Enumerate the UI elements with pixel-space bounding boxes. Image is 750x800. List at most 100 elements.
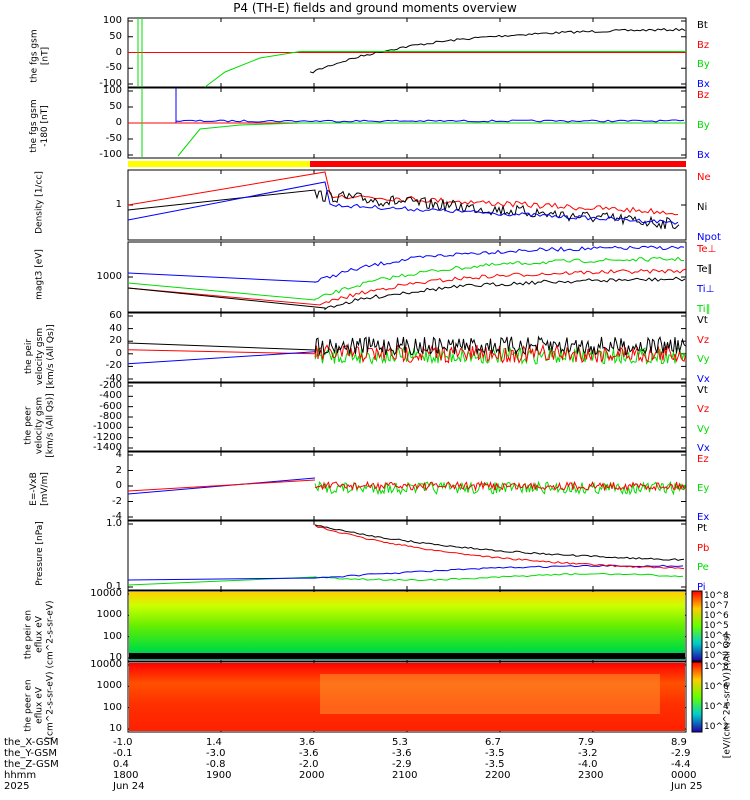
series-ti-perp [127,245,685,283]
legend-Te⊥: Te⊥ [697,244,717,255]
bottom-value: -3.6 [392,748,412,759]
row-label: the_Z-GSM [4,759,59,770]
bottom-value: 8.9 [671,737,687,748]
row-label: 2025 [4,781,30,792]
y-tick-label: 0 [115,117,122,128]
series-ez-noise [314,480,686,492]
y-tick-label: 1000 [96,680,122,692]
y-tick-label: -1200 [92,431,122,443]
bottom-value: 2300 [578,770,604,781]
bottom-value: 2100 [392,770,418,781]
y-tick-label: -50 [105,133,122,144]
y-tick-label: 1.0 [106,518,122,529]
colorbar-tick: 10^2 [704,651,729,661]
series-te-par [127,276,686,311]
legend-Pe: Pe [697,562,709,574]
series-vz-noise [314,343,686,365]
bottom-value: 7.9 [578,737,594,748]
series-vx [127,351,316,365]
y-tick-label: 50 [109,101,122,112]
bottom-value: -3.2 [578,748,598,759]
bottom-value: 2200 [485,770,511,781]
legend-Vy: Vy [697,354,710,366]
y-tick-label: -100 [99,149,122,160]
legend-Ez: Ez [697,454,709,465]
y-tick-label: -40 [105,373,122,384]
colorbar-tick: 10^4 [704,631,729,641]
legend-Ti∥: Ti∥ [697,304,711,315]
bottom-value: 1.4 [206,737,222,748]
series-pi [127,564,684,581]
spectrogram-peir-band [129,653,685,659]
y-tick-label: 0 [115,480,122,491]
y-axis-label: the peir en eflux eV (cm^2-s-sr-eV) [23,600,56,669]
y-tick-label: -4 [112,511,122,522]
legend-Ti⊥: Ti⊥ [697,284,715,295]
row-label: the_Y-GSM [4,748,58,759]
series-vt [127,342,316,351]
bottom-value: 2000 [299,770,325,781]
bottom-value: 0.4 [113,759,129,770]
y-tick-label: 1000 [96,271,122,282]
series-vz [127,349,316,355]
y-tick-label: -20 [105,360,122,372]
y-tick-label: 100 [102,630,122,642]
y-tick-label: 1 [115,199,122,210]
bottom-value: -3.5 [485,748,505,759]
panel-frame-pressure [127,520,687,591]
legend-Te∥: Te∥ [697,264,713,275]
colorbar-tick: 10^6 [704,682,729,692]
row-label: hhmm [4,770,37,781]
bottom-value: -0.1 [113,748,133,759]
series-ez [127,479,316,492]
legend-Pb: Pb [697,542,710,554]
y-axis-label: the peir velocity gsm [km/s (All Qs)] [23,323,56,389]
bottom-value: Jun 24 [113,781,145,792]
y-tick-label: 1000 [96,609,122,621]
bottom-value: 3.6 [299,737,315,748]
series-by [204,51,686,88]
y-tick-label: 50 [109,30,122,42]
y-tick-label: -1400 [92,442,122,453]
series-vt-noise [314,335,686,356]
panel-frame-density [127,169,687,241]
y-tick-label: -400 [99,390,122,402]
colorbar-tick: 10^4 [704,702,729,712]
y-tick-label: -600 [99,400,122,412]
y-tick-label: 10000 [90,588,122,599]
y-axis-label: the fgs gsm -180 [nT] [29,99,50,153]
y-tick-label: 0.1 [106,581,122,592]
legend-Bz: Bz [697,39,710,51]
series-bt [309,27,686,74]
legend-Vt: Vt [697,315,708,326]
chart-title: P4 (TH-E) fields and ground moments over… [233,1,517,15]
y-tick-label: 2 [115,464,122,476]
legend-Vx: Vx [697,374,710,385]
spectrogram-peir [129,592,685,660]
series-pt [314,524,685,561]
bottom-value: 1900 [206,770,232,781]
series-pb [314,524,685,570]
colorbar-tick: 10^8 [704,591,729,601]
bottom-value: -3.5 [485,759,505,770]
y-tick-label: 100 [102,85,122,96]
y-axis-label: magt3 [eV] [34,249,45,300]
series-ne [127,171,679,216]
colorbar-tick: 10^3 [704,641,729,651]
status-bar-red [310,161,686,167]
y-tick-label: 60 [109,310,122,321]
y-tick-label: 20 [109,335,122,347]
y-tick-label: 10 [109,652,122,663]
y-tick-label: 4 [115,449,122,460]
bottom-value: -4.0 [578,759,598,770]
bottom-value: 1800 [113,770,139,781]
legend-Bt: Bt [697,20,708,31]
y-tick-label: 100 [102,701,122,713]
colorbar-tick: 10^6 [704,611,729,621]
status-bar-yellow [128,161,310,167]
colorbar-tick: 10^8 [704,662,729,672]
series-te-perp [127,268,687,306]
legend-Vz: Vz [697,404,710,416]
bottom-value: -0.8 [206,759,226,770]
